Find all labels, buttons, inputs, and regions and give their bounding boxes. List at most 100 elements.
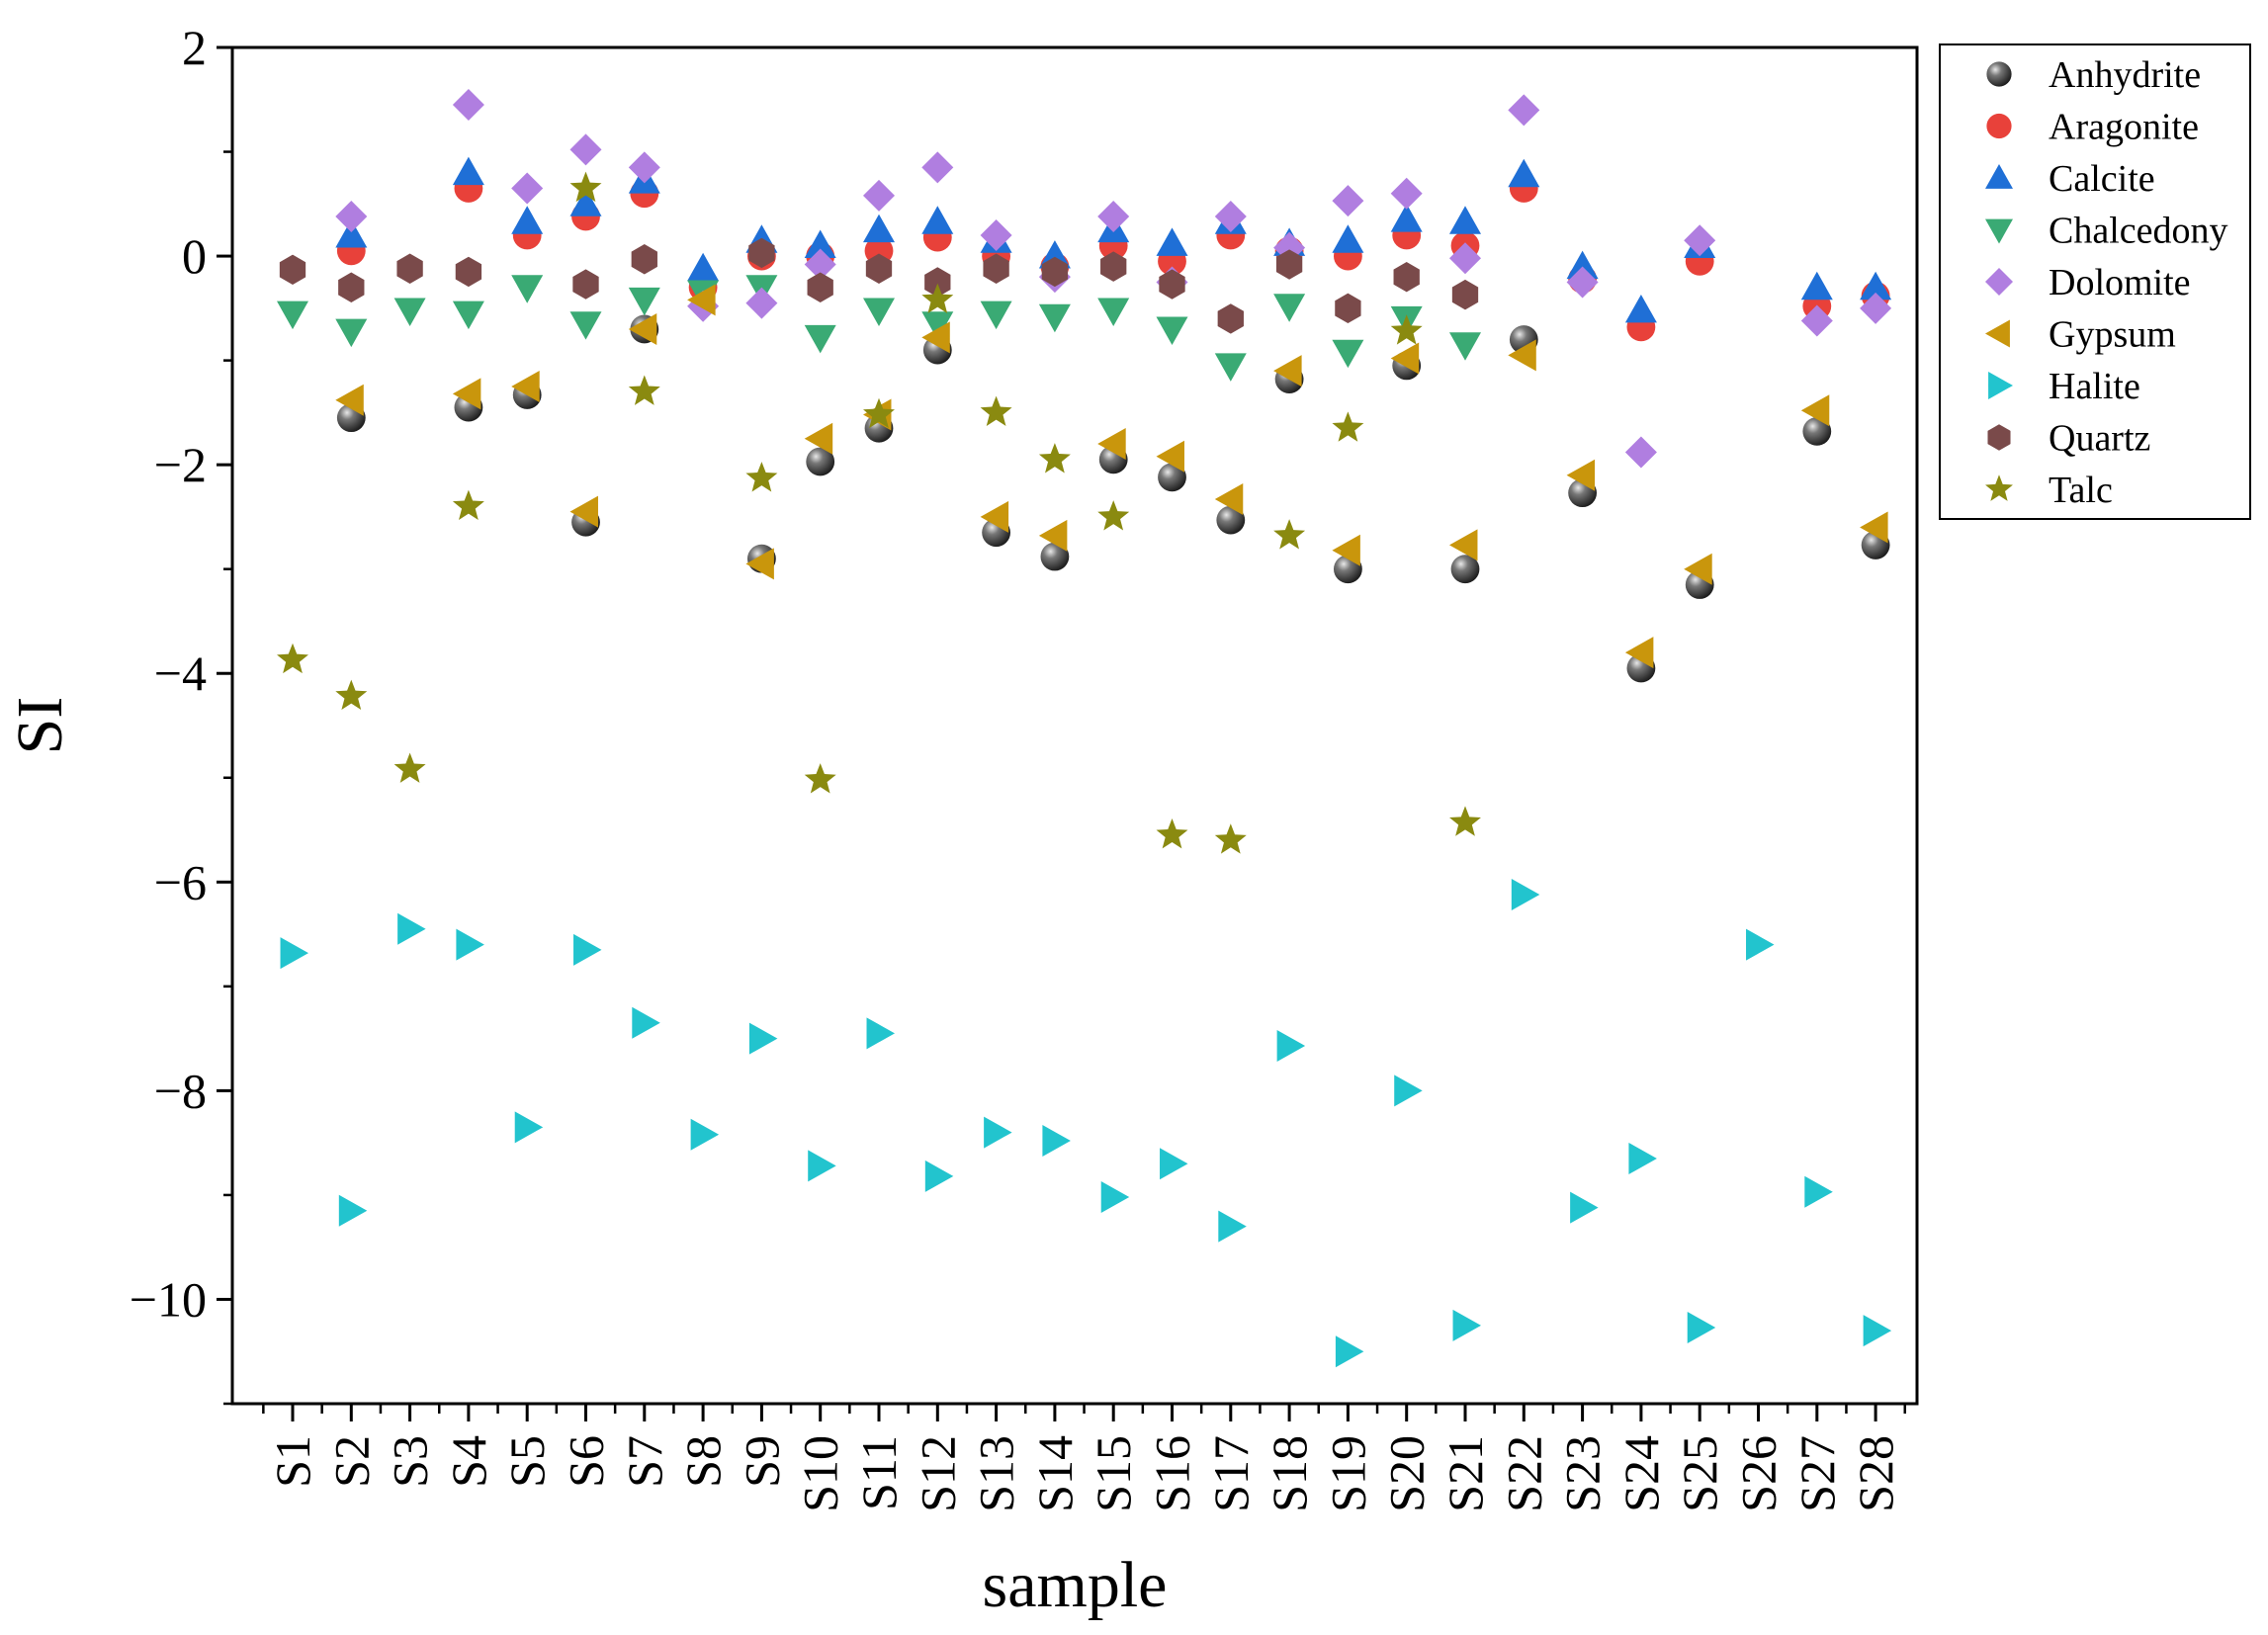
data-point xyxy=(980,301,1012,330)
data-point xyxy=(804,324,836,354)
data-point xyxy=(1273,519,1306,550)
data-point xyxy=(1985,474,2013,501)
data-point xyxy=(1217,303,1244,334)
data-point xyxy=(1273,294,1306,322)
data-point xyxy=(1218,1210,1247,1243)
data-point xyxy=(1804,1175,1833,1208)
series-halite xyxy=(280,878,1892,1368)
data-point xyxy=(984,1116,1012,1149)
data-point xyxy=(628,287,660,316)
data-point xyxy=(1451,279,1479,310)
data-point xyxy=(1332,185,1364,217)
data-point xyxy=(1684,553,1712,585)
data-point xyxy=(687,284,716,316)
data-point xyxy=(569,133,602,166)
y-tick-label: −2 xyxy=(154,437,207,492)
data-point xyxy=(1097,200,1130,232)
data-point xyxy=(569,188,602,216)
x-tick-label: S26 xyxy=(1731,1435,1787,1512)
series-gypsum xyxy=(335,284,1888,669)
data-point xyxy=(511,275,544,303)
data-point xyxy=(279,254,306,285)
data-point xyxy=(1214,482,1244,515)
data-point xyxy=(1214,353,1247,382)
x-tick-label: S3 xyxy=(383,1435,438,1488)
data-point xyxy=(863,214,895,243)
data-point xyxy=(1860,292,1892,324)
data-point xyxy=(687,252,720,282)
legend-label: Gypsum xyxy=(2049,314,2176,356)
data-point xyxy=(1158,463,1186,492)
legend-item: Talc xyxy=(1985,470,2113,511)
data-point xyxy=(1214,823,1247,854)
data-point xyxy=(452,378,481,410)
x-tick-label: S24 xyxy=(1614,1435,1669,1512)
data-point xyxy=(1332,339,1364,369)
data-point xyxy=(455,256,482,288)
legend-item: Aragonite xyxy=(1986,107,2199,148)
data-point xyxy=(980,500,1009,533)
data-point xyxy=(1449,332,1481,361)
x-tick-label: S1 xyxy=(265,1435,320,1488)
data-point xyxy=(1860,271,1892,301)
data-point xyxy=(1156,227,1188,256)
legend-item: Anhydrite xyxy=(1986,54,2201,96)
data-point xyxy=(1987,424,2011,451)
data-point xyxy=(1570,1191,1599,1224)
data-point xyxy=(1684,224,1716,257)
x-tick-label: S21 xyxy=(1438,1435,1493,1512)
data-point xyxy=(1097,500,1130,531)
x-tick-label: S15 xyxy=(1086,1435,1141,1512)
data-point xyxy=(511,371,540,402)
data-point xyxy=(1624,637,1654,669)
x-tick-label: S7 xyxy=(617,1435,672,1488)
data-point xyxy=(631,244,657,275)
data-point xyxy=(335,200,368,232)
data-point xyxy=(1985,319,2010,348)
data-point xyxy=(808,1150,836,1182)
x-tick-label: S10 xyxy=(793,1435,848,1512)
x-tick-label: S27 xyxy=(1789,1435,1845,1512)
y-tick-label: −10 xyxy=(130,1271,207,1327)
legend-label: Aragonite xyxy=(2049,107,2199,148)
data-point xyxy=(1566,266,1599,299)
legend-label: Chalcedony xyxy=(2049,211,2228,252)
data-point xyxy=(806,447,835,476)
data-point xyxy=(1273,355,1302,387)
data-point xyxy=(1394,1075,1423,1107)
data-point xyxy=(335,679,368,711)
data-point xyxy=(863,397,895,429)
data-point xyxy=(921,151,954,184)
x-tick-label: S5 xyxy=(499,1435,555,1488)
data-point xyxy=(1449,529,1478,561)
data-point xyxy=(1100,1181,1130,1214)
data-point xyxy=(1988,372,2013,399)
x-tick-label: S18 xyxy=(1262,1435,1317,1512)
data-point xyxy=(690,1118,720,1151)
data-point xyxy=(1508,94,1540,127)
data-point xyxy=(1985,164,2013,189)
data-point xyxy=(1332,224,1364,253)
y-tick-label: −4 xyxy=(154,645,207,701)
data-point xyxy=(804,229,836,259)
data-point xyxy=(1156,316,1188,345)
data-point xyxy=(1097,298,1130,326)
legend-label: Quartz xyxy=(2049,418,2150,460)
data-point xyxy=(335,384,364,416)
x-tick-label: S2 xyxy=(323,1435,379,1488)
data-point xyxy=(1335,293,1361,324)
data-point xyxy=(277,301,308,330)
legend-item: Gypsum xyxy=(1985,314,2176,356)
data-point xyxy=(396,253,423,284)
x-axis-title: sample xyxy=(983,1549,1168,1621)
x-tick-label: S19 xyxy=(1320,1435,1375,1512)
data-point xyxy=(1159,269,1185,300)
data-point xyxy=(1156,818,1188,849)
data-point xyxy=(745,462,778,492)
data-point xyxy=(569,495,598,528)
data-point xyxy=(924,267,951,298)
data-point xyxy=(335,318,368,348)
data-point xyxy=(1275,249,1303,280)
x-tick-label: S20 xyxy=(1379,1435,1435,1512)
data-point xyxy=(980,218,1012,251)
